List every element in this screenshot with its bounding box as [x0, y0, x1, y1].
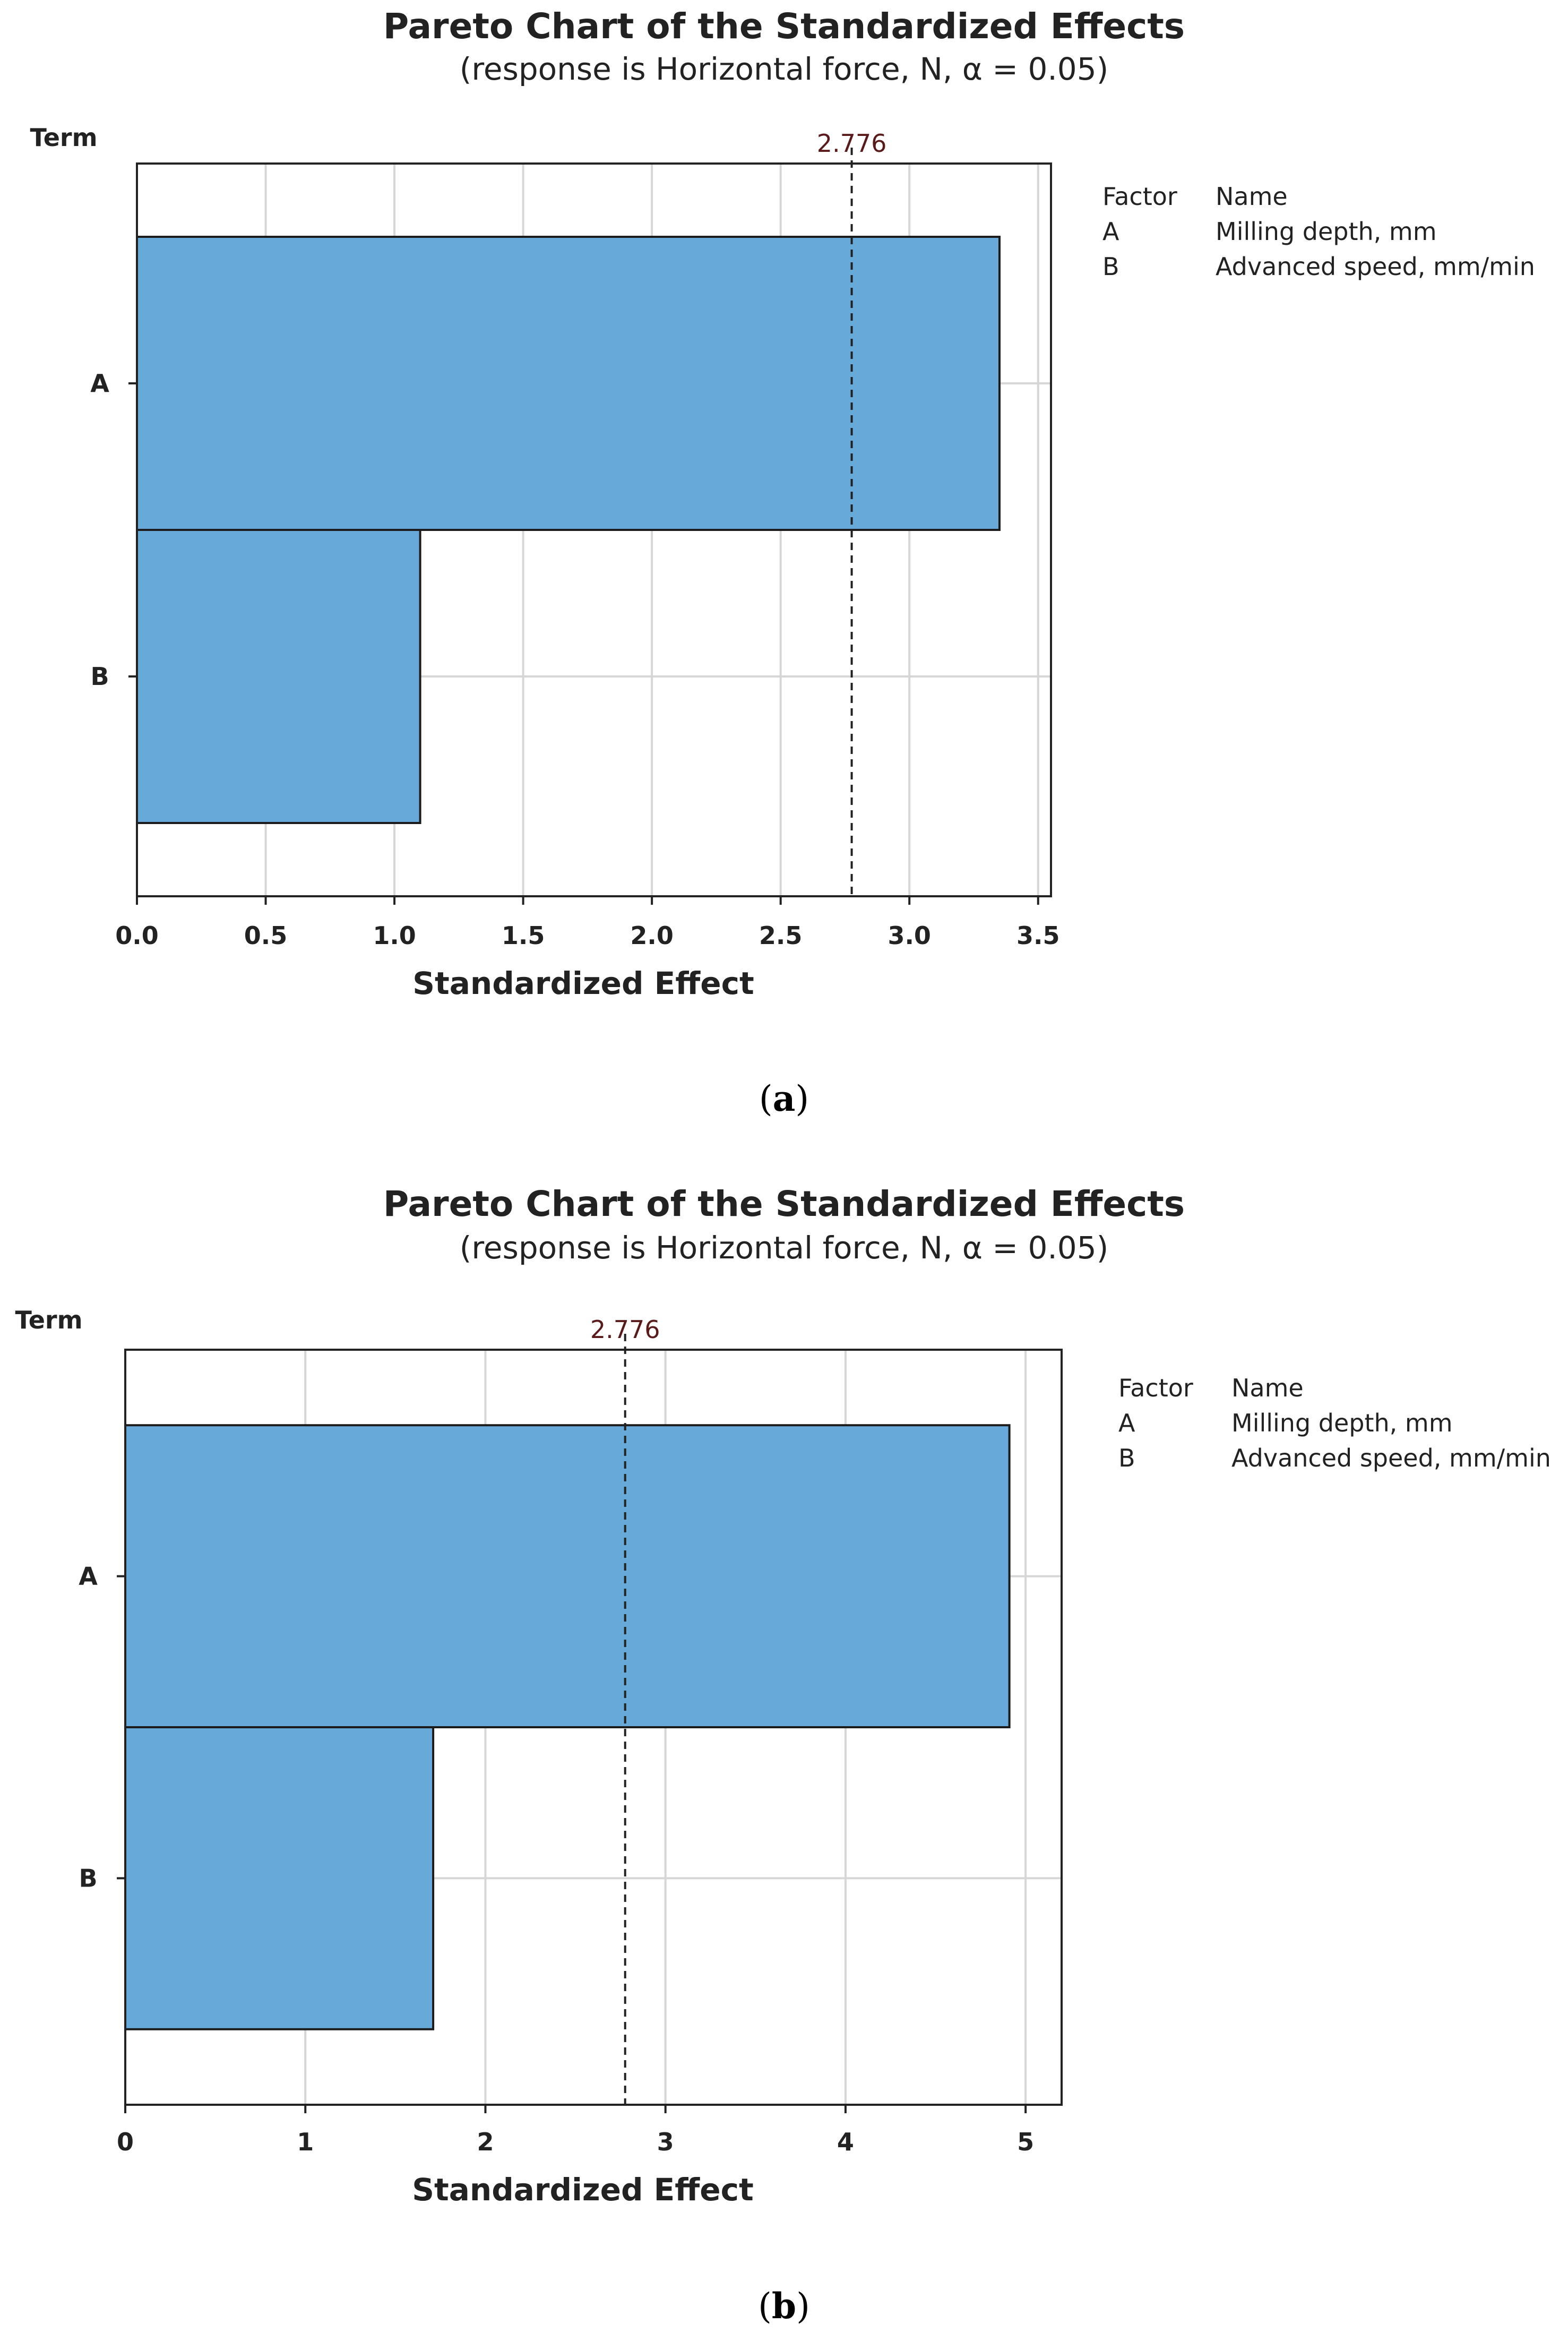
- plot-frame: [136, 162, 1052, 897]
- chart-panel-a: Pareto Chart of the Standardized Effects…: [30, 6, 1535, 1119]
- legend-factor-A: A: [1118, 1409, 1135, 1437]
- y-tick-label-B: B: [90, 662, 109, 691]
- x-tick-label: 0: [117, 2128, 134, 2156]
- legend-name-B: Advanced speed, mm/min: [1216, 252, 1535, 281]
- legend-factor-A: A: [1102, 217, 1119, 246]
- y-tick-label-B: B: [79, 1864, 97, 1892]
- plot-frame: [124, 1349, 1063, 2106]
- x-axis-title: Standardized Effect: [412, 2172, 753, 2208]
- panel-caption: (b): [758, 2285, 810, 2327]
- caption-letter: b: [772, 2285, 796, 2327]
- bar-A: [136, 236, 1001, 531]
- x-tick-label: 2: [477, 2128, 494, 2156]
- x-tick-label: 4: [837, 2128, 854, 2156]
- x-tick-label: 3.0: [888, 921, 931, 950]
- legend-header-factor: Factor: [1118, 1374, 1193, 1402]
- x-tick-label: 3: [657, 2128, 674, 2156]
- bar-B: [136, 529, 421, 824]
- y-tick-label-A: A: [90, 369, 109, 398]
- x-tick-label: 2.0: [630, 921, 674, 950]
- x-axis-title: Standardized Effect: [412, 965, 754, 1001]
- x-tick-label: 5: [1017, 2128, 1034, 2156]
- legend-header-name: Name: [1216, 182, 1288, 211]
- chart-panel-b: Pareto Chart of the Standardized Effects…: [15, 1184, 1550, 2327]
- x-tick-label: 2.5: [759, 921, 803, 950]
- legend-factor-B: B: [1118, 1444, 1135, 1472]
- legend-factor-B: B: [1102, 252, 1119, 281]
- y-axis-title: Term: [30, 123, 97, 152]
- caption-open: (: [758, 2286, 772, 2327]
- legend-name-B: Advanced speed, mm/min: [1231, 1444, 1551, 1472]
- legend-name-A: Milling depth, mm: [1231, 1409, 1453, 1437]
- legend-header-factor: Factor: [1102, 182, 1177, 211]
- caption-letter: a: [773, 1078, 796, 1119]
- chart-subtitle: (response is Horizontal force, N, α = 0.…: [460, 1230, 1109, 1266]
- x-tick-label: 0.5: [244, 921, 288, 950]
- chart-title: Pareto Chart of the Standardized Effects: [383, 6, 1185, 47]
- x-tick-label: 3.5: [1016, 921, 1060, 950]
- x-tick-label: 1: [297, 2128, 314, 2156]
- legend-name-A: Milling depth, mm: [1216, 217, 1437, 246]
- bar-A: [124, 1424, 1011, 1728]
- x-tick-label: 1.5: [502, 921, 545, 950]
- chart-subtitle: (response is Horizontal force, N, α = 0.…: [460, 51, 1109, 87]
- panel-caption: (a): [759, 1078, 809, 1119]
- caption-close: ): [796, 2286, 810, 2327]
- bar-B: [124, 1726, 435, 2030]
- legend-header-name: Name: [1231, 1374, 1304, 1402]
- caption-close: ): [795, 1078, 809, 1119]
- y-axis-title: Term: [15, 1306, 82, 1334]
- critical-value-label: 2.776: [817, 129, 887, 158]
- x-tick-label: 0.0: [115, 921, 159, 950]
- chart-title: Pareto Chart of the Standardized Effects: [383, 1184, 1185, 1224]
- x-tick-label: 1.0: [373, 921, 416, 950]
- critical-value-label: 2.776: [590, 1315, 660, 1344]
- y-tick-label-A: A: [79, 1562, 98, 1591]
- caption-open: (: [759, 1078, 773, 1119]
